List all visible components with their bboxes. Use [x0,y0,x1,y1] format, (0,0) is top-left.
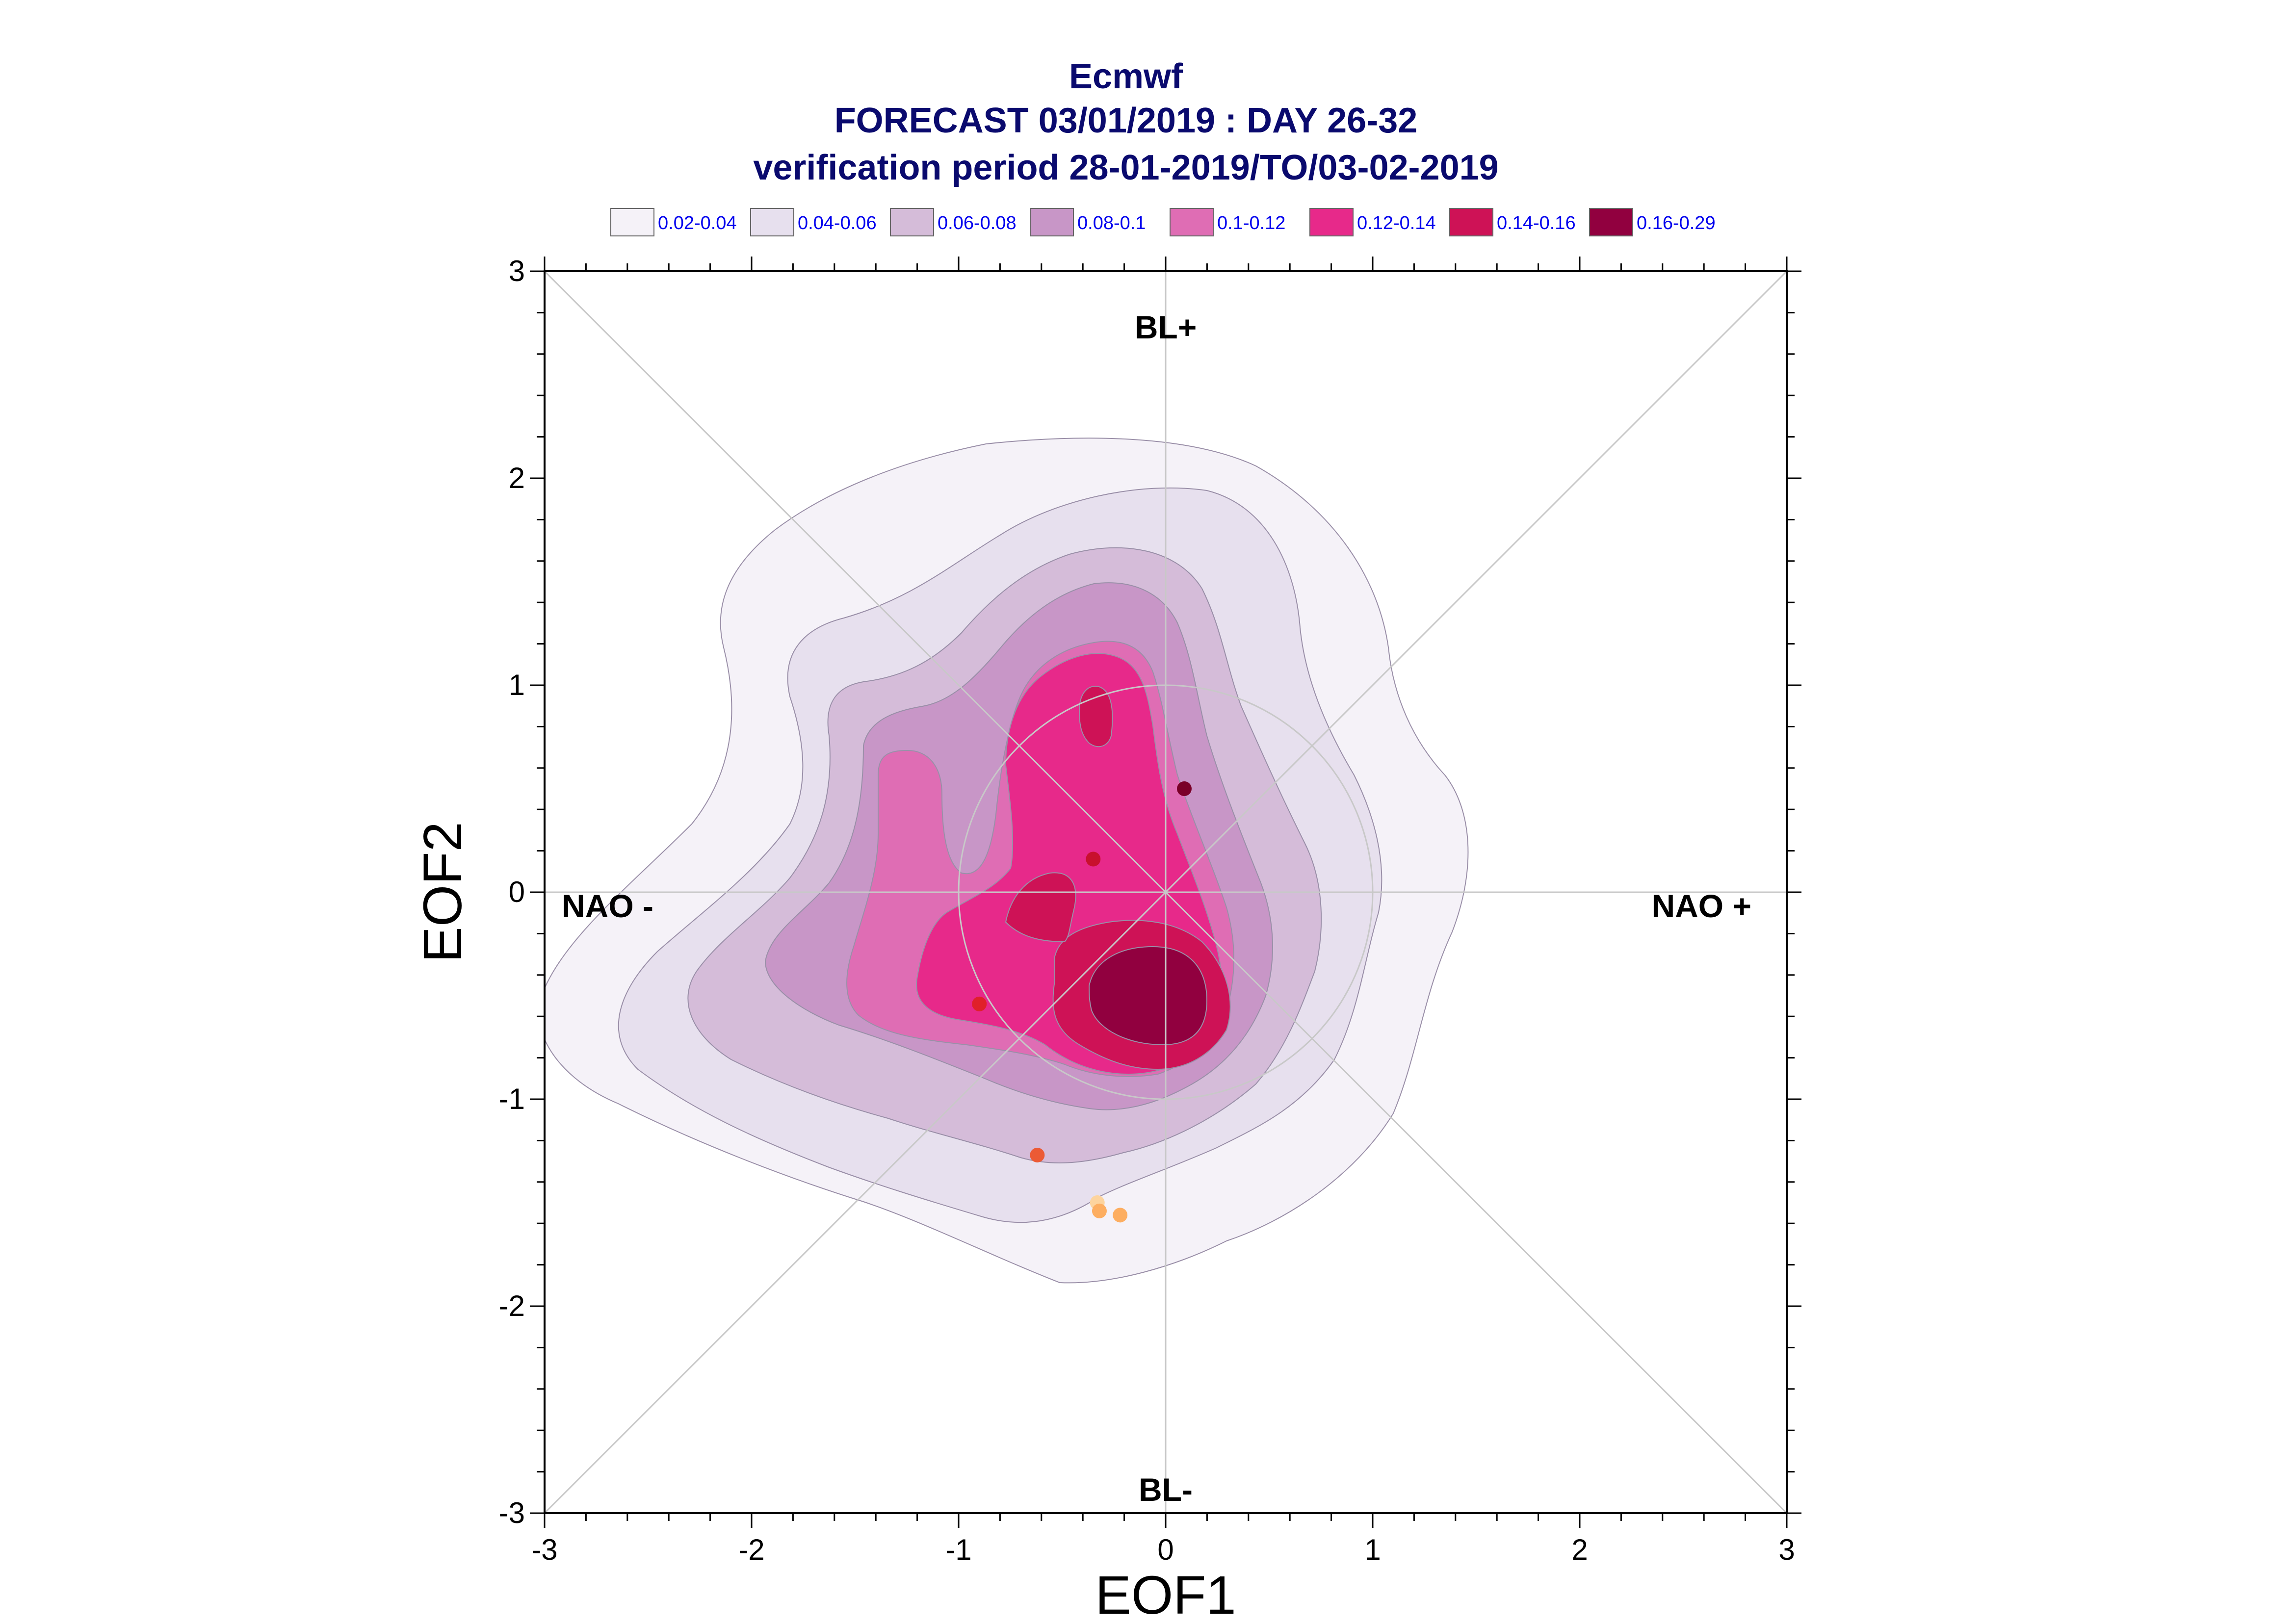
legend-swatch [890,208,934,236]
title-line-2: FORECAST 03/01/2019 : DAY 26-32 [835,101,1418,140]
title: Ecmwf FORECAST 03/01/2019 : DAY 26-32 ve… [753,57,1498,187]
legend-item: 0.06-0.08 [890,208,1017,236]
data-point [1030,1147,1045,1162]
x-tick-label: -2 [738,1533,764,1566]
regime-labels: BL+ BL- NAO - NAO + [562,309,1751,1508]
y-tick-label: -3 [499,1496,525,1529]
x-tick-label: 2 [1571,1533,1588,1566]
y-tick-label: -1 [499,1083,525,1115]
regime-label-bl-minus: BL- [1139,1471,1193,1508]
x-tick-label: 0 [1157,1533,1174,1566]
legend-label: 0.1-0.12 [1217,213,1285,233]
legend: 0.02-0.04 0.04-0.06 0.06-0.08 0.08-0.1 0.1-0… [610,208,1716,236]
probability-contours [545,438,1469,1284]
legend-item: 0.16-0.29 [1589,208,1716,236]
y-tick-label: 3 [509,255,525,287]
data-point [972,996,987,1011]
reference-lines [545,271,1787,1513]
legend-label: 0.04-0.06 [798,213,877,233]
data-point [1092,1203,1107,1218]
y-tick-label: 2 [509,462,525,494]
regime-label-bl-plus: BL+ [1135,309,1197,345]
x-tick-label: -1 [945,1533,971,1566]
unit-circle [958,684,1374,1100]
title-line-1: Ecmwf [1069,57,1183,96]
legend-swatch [1170,208,1214,236]
legend-item: 0.1-0.12 [1170,208,1285,236]
y-axis-title: EOF2 [413,822,473,962]
legend-label: 0.06-0.08 [938,213,1017,233]
legend-item: 0.14-0.16 [1449,208,1576,236]
regime-label-nao-plus: NAO + [1651,888,1751,924]
contour-0.14-0.16-b [1005,872,1076,943]
legend-item: 0.04-0.06 [750,208,877,236]
legend-swatch [610,208,654,236]
y-tick-label: -2 [499,1289,525,1322]
legend-label: 0.12-0.14 [1357,213,1436,233]
contour-0.14-0.16-c [1078,686,1113,748]
legend-swatch [1589,208,1633,236]
x-tick-label: 1 [1364,1533,1381,1566]
legend-item: 0.02-0.04 [610,208,737,236]
data-point [1086,851,1101,867]
data-point [1176,781,1192,796]
x-tick-label: 3 [1778,1533,1795,1566]
legend-item: 0.08-0.1 [1030,208,1146,236]
regime-label-nao-minus: NAO - [562,888,653,924]
data-point [1113,1208,1128,1223]
axes-frame: -3 -2 -1 0 1 2 3 -3 -2 -1 0 1 2 3 [499,255,1801,1566]
x-tick-label: -3 [531,1533,557,1566]
y-tick-label: 1 [509,669,525,701]
ensemble-points [972,781,1192,1223]
legend-swatch [1309,208,1354,236]
legend-item: 0.12-0.14 [1309,208,1436,236]
legend-swatch [750,208,794,236]
legend-swatch [1030,208,1074,236]
legend-label: 0.08-0.1 [1077,213,1146,233]
legend-label: 0.14-0.16 [1497,213,1576,233]
legend-swatch [1449,208,1493,236]
y-tick-label: 0 [509,876,525,908]
legend-label: 0.02-0.04 [658,213,737,233]
x-axis-title: EOF1 [1095,1565,1236,1624]
legend-label: 0.16-0.29 [1637,213,1716,233]
contour-0.16-0.29 [1088,946,1208,1046]
title-line-3: verification period 28-01-2019/TO/03-02-… [753,148,1498,187]
